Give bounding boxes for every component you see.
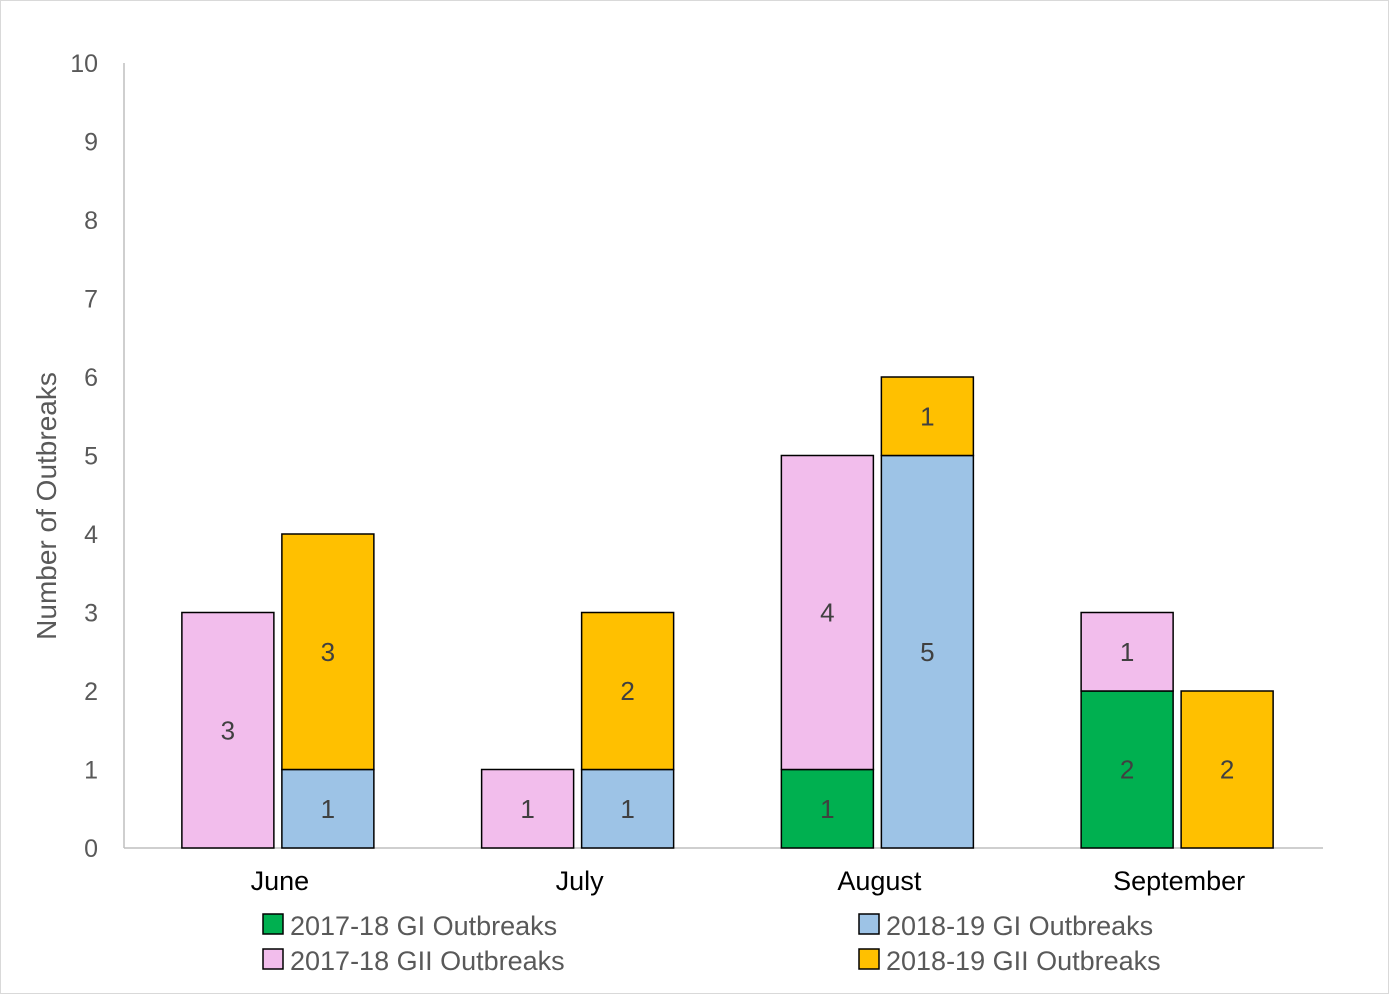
y-tick-label: 0: [84, 835, 98, 863]
data-label: 1: [920, 401, 934, 431]
bar-segment: [780, 768, 875, 849]
y-tick-label: 1: [84, 757, 98, 785]
x-tick-label: June: [251, 866, 310, 896]
data-label: 1: [820, 794, 834, 824]
data-label: 1: [620, 794, 634, 824]
legend-swatch: [262, 913, 284, 935]
bar-segment: [780, 454, 875, 771]
data-label: 4: [820, 598, 834, 628]
y-tick-label: 5: [84, 443, 98, 471]
legend-item: 2017-18 GI Outbreaks: [262, 911, 557, 941]
data-label: 3: [221, 715, 235, 745]
y-axis-label: Number of Outbreaks: [31, 372, 62, 640]
bar-segment: [880, 376, 975, 457]
legend-swatch: [262, 948, 284, 970]
y-tick-label: 6: [84, 364, 98, 392]
bar-segment: [281, 533, 375, 771]
y-tick-label: 10: [70, 50, 98, 78]
legend-swatch: [858, 948, 880, 970]
bars: [181, 376, 1274, 849]
x-tick-label: July: [556, 866, 605, 896]
legend-item: 2018-19 GI Outbreaks: [858, 911, 1153, 941]
legend-label: 2018-19 GII Outbreaks: [886, 946, 1161, 976]
data-label: 3: [321, 637, 335, 667]
axes: 0 1 2 3 4 5 6 7 8 9 10 June July August September: [70, 50, 1323, 896]
y-tick-label: 8: [84, 207, 98, 235]
bar-segment: [580, 768, 675, 849]
bar-segment: [1180, 690, 1274, 849]
legend-label: 2018-19 GI Outbreaks: [886, 911, 1153, 941]
bar-segment: [580, 611, 675, 771]
legend-label: 2017-18 GI Outbreaks: [290, 911, 557, 941]
y-tick-label: 3: [84, 600, 98, 628]
bar-segment: [1080, 690, 1174, 849]
x-tick-label: September: [1113, 866, 1245, 896]
bar-segment: [181, 611, 275, 849]
data-label: 2: [1120, 755, 1134, 785]
data-label: 5: [920, 637, 934, 667]
data-label: 2: [620, 676, 634, 706]
bar-segment: [480, 768, 575, 849]
bar-segment: [880, 454, 975, 849]
data-label: 1: [321, 794, 335, 824]
legend-item: 2017-18 GII Outbreaks: [262, 946, 565, 976]
legend-swatch: [858, 913, 880, 935]
legend-label: 2017-18 GII Outbreaks: [290, 946, 565, 976]
data-label: 1: [1120, 637, 1134, 667]
y-tick-label: 9: [84, 129, 98, 157]
data-label: 1: [520, 794, 534, 824]
y-tick-label: 2: [84, 678, 98, 706]
data-labels: 3 1 3 1 1 2 1 4 5 1 2 1 2: [221, 401, 1235, 824]
y-tick-label: 4: [84, 521, 98, 549]
y-tick-label: 7: [84, 286, 98, 314]
data-label: 2: [1220, 755, 1234, 785]
bar-segment: [1080, 611, 1174, 692]
x-tick-label: August: [837, 866, 922, 896]
bar-segment: [281, 768, 375, 849]
legend: 2017-18 GI Outbreaks 2018-19 GI Outbreaks…: [262, 911, 1161, 976]
legend-item: 2018-19 GII Outbreaks: [858, 946, 1161, 976]
